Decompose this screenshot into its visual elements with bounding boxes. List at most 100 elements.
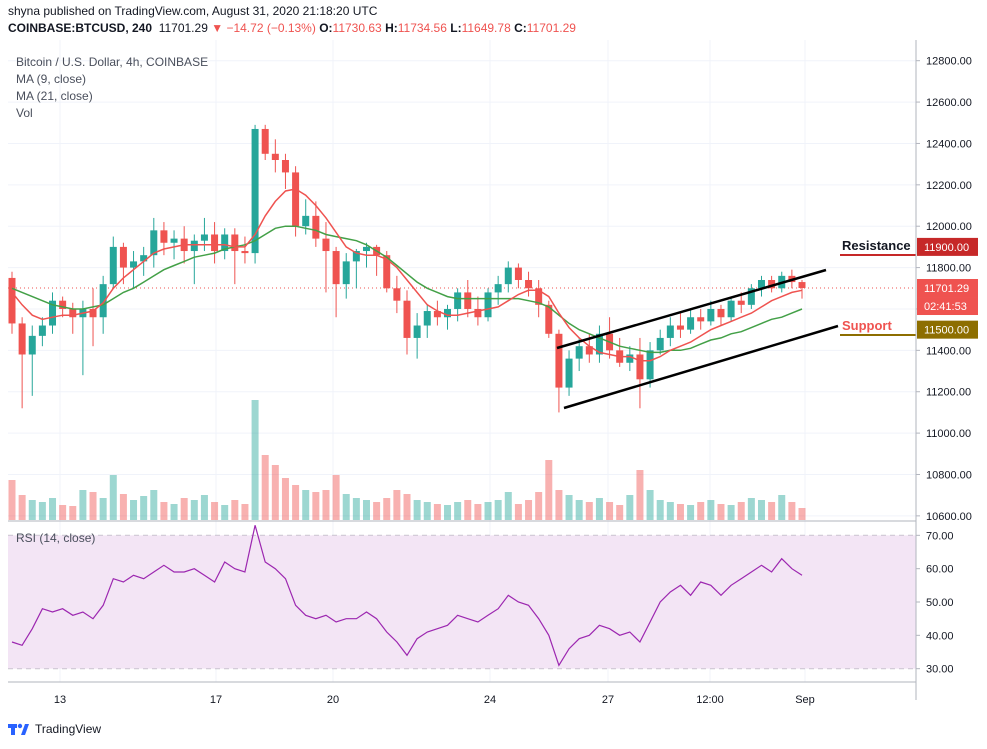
volume-bar xyxy=(59,505,67,520)
volume-bar xyxy=(565,495,573,520)
volume-bar xyxy=(160,502,168,520)
volume-bar xyxy=(302,490,310,520)
candle-body xyxy=(676,325,684,330)
volume-bar xyxy=(747,498,755,520)
volume-bar xyxy=(727,505,735,520)
candle-body xyxy=(211,234,219,252)
candle-body xyxy=(119,246,127,268)
support-label: Support xyxy=(842,318,892,333)
high-label: H: xyxy=(385,21,398,35)
candle-body xyxy=(798,282,806,289)
volume-bar xyxy=(606,502,614,520)
volume-bar xyxy=(69,506,77,520)
channel-upper-line xyxy=(556,268,827,350)
candle-body xyxy=(565,358,573,388)
candle-body xyxy=(646,350,654,380)
volume-bar xyxy=(666,502,674,520)
legend-ma9: MA (9, close) xyxy=(16,72,87,86)
candle-body xyxy=(28,335,36,355)
volume-bar xyxy=(312,492,320,520)
footer[interactable]: TradingView xyxy=(8,722,101,736)
candle-body xyxy=(8,277,16,324)
candle-body xyxy=(383,255,391,289)
volume-bar xyxy=(221,505,229,520)
price-label-box xyxy=(917,320,978,339)
candle-body xyxy=(514,267,522,280)
candle-body xyxy=(757,280,765,289)
volume-bar xyxy=(231,500,239,520)
down-arrow-icon: ▼ xyxy=(211,21,224,35)
resistance-label: Resistance xyxy=(842,238,911,253)
volume-bar xyxy=(575,500,583,520)
candle-body xyxy=(423,311,431,326)
price-tick-label: 12600.00 xyxy=(926,97,972,109)
time-tick-label: 13 xyxy=(54,694,66,706)
candle-body xyxy=(271,153,279,160)
volume-bar xyxy=(423,502,431,520)
price-tick-label: 12200.00 xyxy=(926,180,972,192)
candle-body xyxy=(332,251,340,285)
candle-body xyxy=(433,311,441,318)
volume-bar xyxy=(383,498,391,520)
volume-bar xyxy=(676,504,684,520)
candle-body xyxy=(575,346,583,359)
price-label-text: 11900.00 xyxy=(924,242,969,254)
price-label-box xyxy=(917,297,978,316)
price-tick-label: 11800.00 xyxy=(926,263,971,275)
time-tick-label: 27 xyxy=(602,694,614,706)
candle-body xyxy=(241,251,249,254)
volume-bar xyxy=(585,502,593,520)
time-tick-label: 24 xyxy=(484,694,496,706)
rsi-legend: RSI (14, close) xyxy=(16,531,96,545)
candle-body xyxy=(555,333,563,388)
volume-bar xyxy=(28,500,36,520)
legend-title: Bitcoin / U.S. Dollar, 4h, COINBASE xyxy=(16,55,209,69)
volume-bar xyxy=(687,505,695,520)
volume-bar xyxy=(454,502,462,520)
volume-bar xyxy=(241,504,249,520)
price-tick-label: 12400.00 xyxy=(926,138,972,150)
low-value: 11649.78 xyxy=(461,21,511,35)
ma9-line xyxy=(11,188,803,362)
symbol-label: COINBASE:BTCUSD, 240 xyxy=(8,21,153,35)
candle-body xyxy=(737,300,745,305)
low-label: L: xyxy=(450,21,462,35)
volume-bar xyxy=(484,502,492,520)
volume-bar xyxy=(636,470,644,520)
open-value: 11730.63 xyxy=(332,21,382,35)
price-tick-label: 11400.00 xyxy=(926,345,971,357)
volume-bar xyxy=(555,490,563,520)
volume-bar xyxy=(190,500,198,520)
volume-bar xyxy=(79,490,87,520)
close-value: 11701.29 xyxy=(526,21,576,35)
price-label-box xyxy=(917,279,978,298)
candles xyxy=(8,124,806,413)
price-label-text: 11701.29 xyxy=(924,283,969,295)
volume-bar xyxy=(49,498,57,520)
candle-body xyxy=(322,238,330,252)
footer-brand: TradingView xyxy=(35,722,102,736)
candle-body xyxy=(474,308,482,318)
candle-body xyxy=(697,317,705,322)
candle-body xyxy=(727,300,735,318)
volume-bar xyxy=(89,492,97,520)
rsi-tick-label: 50.00 xyxy=(926,597,954,609)
candle-body xyxy=(130,261,138,268)
candle-body xyxy=(687,317,695,330)
candle-body xyxy=(393,288,401,301)
volume-bar xyxy=(362,500,370,520)
candle-body xyxy=(109,246,117,285)
volume-bar xyxy=(433,504,441,520)
candle-body xyxy=(281,160,289,173)
volume-bar xyxy=(322,490,330,520)
volume-bar xyxy=(200,495,208,520)
candle-body xyxy=(49,300,57,326)
price-label-text: 02:41:53 xyxy=(924,301,967,313)
candle-body xyxy=(302,215,310,227)
candle-body xyxy=(747,288,755,305)
volume-bar xyxy=(292,485,300,520)
candle-body xyxy=(454,292,462,309)
volume-bar xyxy=(403,494,411,520)
